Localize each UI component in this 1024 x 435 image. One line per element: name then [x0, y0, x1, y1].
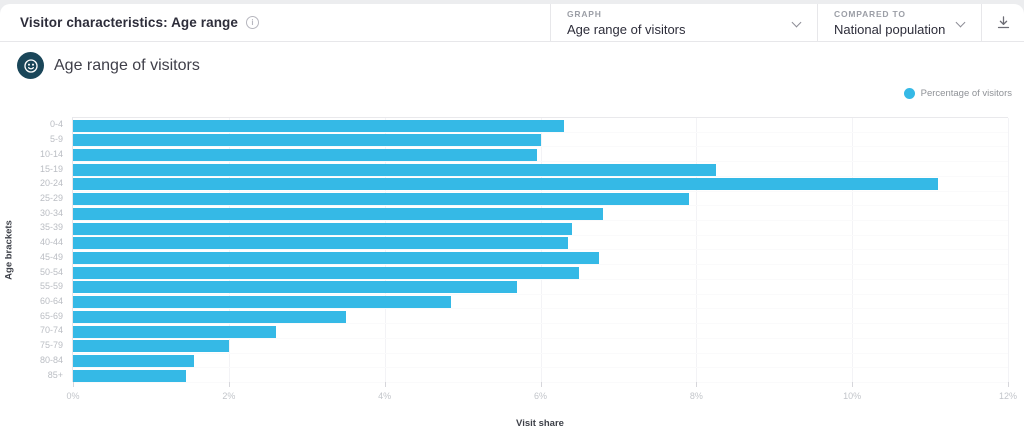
legend-dot-icon [903, 88, 915, 99]
y-axis-label: 20-24 [39, 178, 63, 189]
x-axis-tick [228, 382, 230, 387]
bar-row: 0-4 [50, 118, 1008, 133]
y-axis-label: 50-54 [39, 266, 63, 277]
y-axis-label: 40-44 [39, 237, 63, 248]
legend-item[interactable]: Percentage of visitors [903, 88, 1012, 99]
graph-dropdown-label: GRAPH [567, 9, 602, 19]
graph-dropdown-value: Age range of visitors [567, 22, 686, 37]
x-axis-tick [540, 382, 542, 387]
compared-to-value: National population [834, 22, 946, 37]
bar-row: 75-79 [40, 339, 1008, 354]
download-button[interactable] [981, 4, 1024, 41]
info-icon[interactable]: i [246, 16, 259, 29]
x-axis-label: 6% [533, 391, 548, 401]
chart-title: Age range of visitors [54, 56, 200, 74]
y-axis-label: 60-64 [39, 296, 63, 307]
bar [73, 296, 451, 309]
bar [73, 340, 229, 353]
x-axis-tick [696, 382, 698, 387]
bar [73, 355, 194, 367]
x-axis-label: 0% [66, 391, 80, 401]
bar-row: 5-9 [50, 133, 1008, 148]
x-axis-tick [852, 382, 854, 387]
bar [73, 281, 518, 294]
bar-row: 40-44 [40, 236, 1008, 251]
y-axis-label: 45-49 [39, 252, 63, 263]
bar-row: 30-34 [40, 206, 1008, 221]
bar [73, 325, 276, 338]
bar-row: 70-74 [40, 324, 1008, 339]
plot-area: 0-4 5-9 10-14 15-19 20-24 25-29 30-34 35-39 40-4… [40, 117, 1017, 401]
bar [73, 266, 580, 279]
y-axis-label: 80-84 [39, 355, 63, 366]
bar [73, 251, 599, 264]
page-title: Visitor characteristics: Age range [20, 15, 238, 30]
y-axis-label: 65-69 [39, 310, 63, 321]
y-axis-label: 85+ [47, 369, 63, 380]
x-axis-label: 12% [998, 391, 1018, 401]
bar-row: 25-29 [40, 192, 1008, 207]
bar [73, 163, 716, 176]
x-axis-label: 8% [689, 391, 703, 401]
x-axis-label: 10% [843, 391, 862, 401]
bar-row: 35-39 [40, 221, 1008, 236]
legend-label: Percentage of visitors [920, 88, 1012, 99]
bar-row: 60-64 [40, 295, 1008, 310]
x-axis-label: 2% [222, 391, 236, 401]
gridline [1008, 118, 1009, 382]
y-axis-label: 35-39 [39, 222, 63, 233]
smiley-face-icon [17, 52, 44, 79]
bar [73, 207, 603, 220]
bar [73, 237, 568, 250]
y-axis-label: 5-9 [49, 134, 63, 145]
bar-row: 80-84 [40, 354, 1008, 369]
y-axis-label: 10-14 [39, 148, 63, 159]
download-icon [997, 16, 1009, 29]
bar [73, 369, 186, 382]
y-axis-label: 75-79 [39, 340, 63, 351]
bar-row: 85+ [48, 368, 1008, 383]
graph-dropdown[interactable]: GRAPH Age range of visitors [550, 4, 817, 41]
compared-to-label: COMPARED TO [834, 9, 906, 19]
y-axis-label: 25-29 [39, 193, 63, 204]
bar [73, 193, 689, 206]
y-axis-label: 30-34 [39, 207, 63, 218]
bar [73, 134, 541, 147]
x-axis-tick [384, 382, 386, 387]
bar [73, 148, 537, 161]
bar [73, 310, 346, 323]
bar-row: 45-49 [40, 250, 1008, 265]
title-area: Visitor characteristics: Age range i [0, 4, 550, 41]
bar [73, 222, 572, 235]
bar-row: 15-19 [40, 162, 1008, 177]
top-bar: Visitor characteristics: Age range i GRA… [0, 4, 1024, 42]
bar-row: 10-14 [40, 147, 1008, 162]
bar-row: 65-69 [40, 309, 1008, 324]
y-axis-label: 15-19 [39, 163, 63, 174]
bar-row: 50-54 [40, 265, 1008, 280]
x-axis-tick [1008, 382, 1009, 387]
y-axis-label: 55-59 [39, 281, 63, 292]
section-head: Age range of visitors [17, 52, 200, 79]
x-axis-tick [73, 382, 74, 387]
compared-to-dropdown[interactable]: COMPARED TO National population [817, 4, 981, 41]
y-axis-title: Age brackets [3, 220, 15, 280]
bar-row: 20-24 [40, 177, 1008, 192]
y-axis-label: 0-4 [49, 119, 63, 130]
bar-row: 55-59 [40, 280, 1008, 295]
chart-card: Visitor characteristics: Age range i GRA… [0, 4, 1024, 435]
x-axis-title: Visit share [516, 418, 564, 429]
bar [73, 178, 938, 191]
y-axis-label: 70-74 [39, 325, 63, 336]
bar [73, 119, 564, 132]
x-axis-label: 4% [378, 391, 392, 401]
